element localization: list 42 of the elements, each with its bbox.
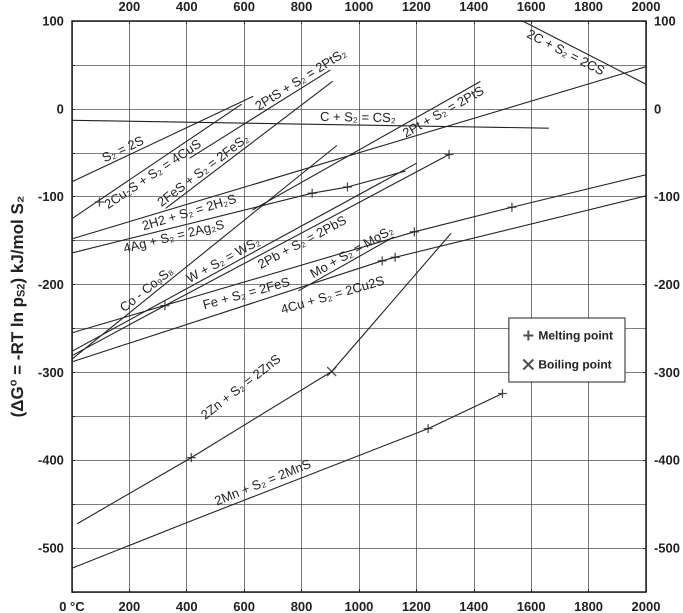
y-tick-label: -200 [38,277,64,292]
series-label: C + S₂ = CS₂ [320,108,396,126]
y-axis-title: (ΔGo = -RT ln pS2) kJ/mol S₂ [8,196,28,418]
y-tick-label: -100 [38,189,64,204]
legend-label: Boiling point [538,358,612,372]
x-tick-label: 600 [233,599,255,613]
x-tick-label: 1400 [459,599,488,613]
x-tick-label: 400 [176,599,198,613]
text: 2Mn + S₂ = 2MnS [212,456,314,508]
y2-tick-label: -100 [654,189,680,204]
y2-tick-label: 100 [654,14,676,28]
x-tick-label: 2000 [632,599,660,613]
text: 2C + S₂ = 2CS [524,26,608,78]
x2-tick-label: 1600 [516,0,546,14]
y2-tick-label: -500 [654,540,680,556]
x2-tick-label: 1800 [574,0,604,14]
y2-tick-label: 0 [654,101,662,116]
x2-tick-label: 1000 [344,0,374,14]
x2-tick-label: 1200 [402,0,431,14]
x-tick-label: 1600 [516,599,546,613]
y-tick-label: -500 [38,540,64,556]
y2-tick-label: -400 [654,452,680,468]
x-tick-label: 1800 [574,599,604,613]
y-tick-label: 0 [56,101,64,116]
x2-tick-label: 600 [233,0,255,14]
y-tick-label: -300 [38,364,64,380]
x2-tick-label: 1400 [459,0,488,14]
legend-label: Melting point [538,328,614,342]
x2-tick-label: 400 [176,0,198,14]
x-tick-label: 0 °C [59,599,86,613]
y-tick-label: -400 [38,452,64,468]
x-tick-label: 1000 [344,599,374,613]
x-tick-label: 1200 [402,599,431,613]
y-tick-label: 100 [42,14,64,28]
x-tick-label: 200 [118,599,140,613]
text: S₂ = 2S [99,132,146,166]
y2-tick-label: -300 [654,364,680,380]
x2-tick-label: 200 [118,0,140,14]
x2-tick-label: 2000 [632,0,660,14]
y2-tick-label: -200 [654,277,680,292]
x2-tick-label: 800 [290,0,312,14]
x-tick-label: 800 [290,599,312,613]
